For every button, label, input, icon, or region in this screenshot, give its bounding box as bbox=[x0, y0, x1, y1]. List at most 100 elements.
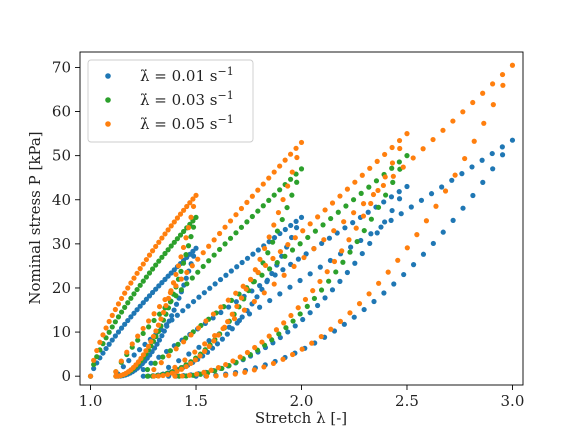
data-point bbox=[252, 344, 258, 351]
data-point bbox=[404, 131, 410, 137]
data-point bbox=[271, 169, 277, 175]
data-point bbox=[165, 273, 171, 279]
data-point bbox=[103, 325, 109, 331]
data-point bbox=[131, 352, 137, 358]
data-point bbox=[124, 349, 130, 355]
series-2 bbox=[87, 153, 410, 379]
data-point bbox=[195, 325, 202, 331]
data-point bbox=[153, 328, 159, 334]
data-point bbox=[315, 214, 321, 220]
data-point bbox=[294, 179, 300, 185]
data-point bbox=[470, 192, 476, 199]
data-point bbox=[183, 235, 189, 241]
data-point bbox=[307, 221, 313, 227]
data-point bbox=[180, 308, 186, 314]
data-point bbox=[167, 290, 174, 296]
data-point bbox=[190, 203, 197, 210]
y-tick-label: 40 bbox=[52, 191, 71, 209]
data-point bbox=[233, 290, 239, 296]
data-point bbox=[298, 214, 305, 220]
data-point bbox=[317, 278, 323, 285]
data-point bbox=[440, 229, 446, 235]
data-point bbox=[348, 244, 354, 250]
data-point bbox=[225, 319, 231, 325]
data-point bbox=[183, 275, 189, 281]
data-point bbox=[270, 255, 276, 262]
data-point bbox=[167, 348, 173, 354]
data-point bbox=[388, 194, 395, 200]
data-point bbox=[373, 178, 380, 184]
data-point bbox=[203, 318, 209, 324]
data-point bbox=[128, 295, 134, 301]
data-point bbox=[184, 281, 190, 287]
data-point bbox=[118, 325, 125, 331]
data-point bbox=[135, 333, 141, 339]
data-point bbox=[187, 200, 193, 206]
data-point bbox=[260, 203, 266, 209]
data-point bbox=[277, 163, 283, 169]
data-point bbox=[359, 172, 365, 178]
data-point bbox=[188, 214, 194, 220]
data-point bbox=[203, 373, 210, 379]
data-point bbox=[189, 263, 195, 269]
data-point bbox=[151, 311, 157, 317]
data-point bbox=[174, 236, 181, 242]
data-point bbox=[154, 341, 160, 347]
data-point bbox=[120, 364, 126, 370]
data-point bbox=[293, 218, 299, 225]
data-point bbox=[262, 262, 269, 269]
data-point bbox=[274, 260, 280, 266]
data-point bbox=[382, 174, 388, 180]
data-point bbox=[293, 145, 299, 151]
data-point bbox=[352, 260, 358, 266]
data-point bbox=[137, 303, 143, 309]
data-point bbox=[188, 234, 194, 240]
data-point bbox=[106, 329, 112, 335]
data-point bbox=[217, 276, 224, 283]
data-point bbox=[217, 246, 223, 253]
data-point bbox=[140, 330, 146, 337]
data-point bbox=[113, 369, 119, 375]
data-point bbox=[328, 326, 334, 332]
data-point bbox=[375, 204, 382, 210]
data-point bbox=[318, 333, 324, 340]
data-point bbox=[302, 296, 309, 303]
data-point bbox=[173, 271, 179, 278]
data-point bbox=[266, 175, 272, 181]
data-point bbox=[168, 243, 174, 249]
data-point bbox=[481, 120, 487, 126]
data-point bbox=[172, 364, 178, 370]
data-point bbox=[428, 191, 435, 197]
data-point bbox=[261, 290, 267, 296]
data-point bbox=[469, 164, 475, 170]
data-point bbox=[271, 222, 277, 228]
data-point bbox=[202, 341, 208, 347]
data-point bbox=[212, 333, 218, 339]
data-point bbox=[442, 188, 449, 194]
data-point bbox=[371, 298, 377, 305]
data-point bbox=[401, 271, 407, 278]
data-point bbox=[156, 311, 163, 317]
x-tick-label: 1.5 bbox=[184, 392, 208, 410]
data-point bbox=[284, 204, 290, 211]
data-point bbox=[118, 358, 124, 364]
data-point bbox=[173, 346, 179, 352]
data-point bbox=[151, 317, 157, 324]
data-point bbox=[297, 311, 303, 317]
data-point bbox=[300, 228, 306, 234]
data-point bbox=[257, 304, 263, 310]
data-point bbox=[125, 317, 131, 324]
data-point bbox=[214, 341, 221, 347]
data-point bbox=[326, 235, 333, 241]
data-point bbox=[160, 354, 166, 360]
x-tick-label: 3.0 bbox=[501, 392, 525, 410]
data-point bbox=[433, 203, 439, 209]
data-point bbox=[215, 365, 222, 371]
data-point bbox=[389, 207, 395, 214]
data-point bbox=[149, 266, 156, 272]
data-point bbox=[391, 281, 397, 287]
data-point bbox=[113, 373, 119, 379]
data-point bbox=[328, 215, 334, 222]
data-point bbox=[182, 357, 188, 363]
data-point bbox=[189, 275, 195, 281]
